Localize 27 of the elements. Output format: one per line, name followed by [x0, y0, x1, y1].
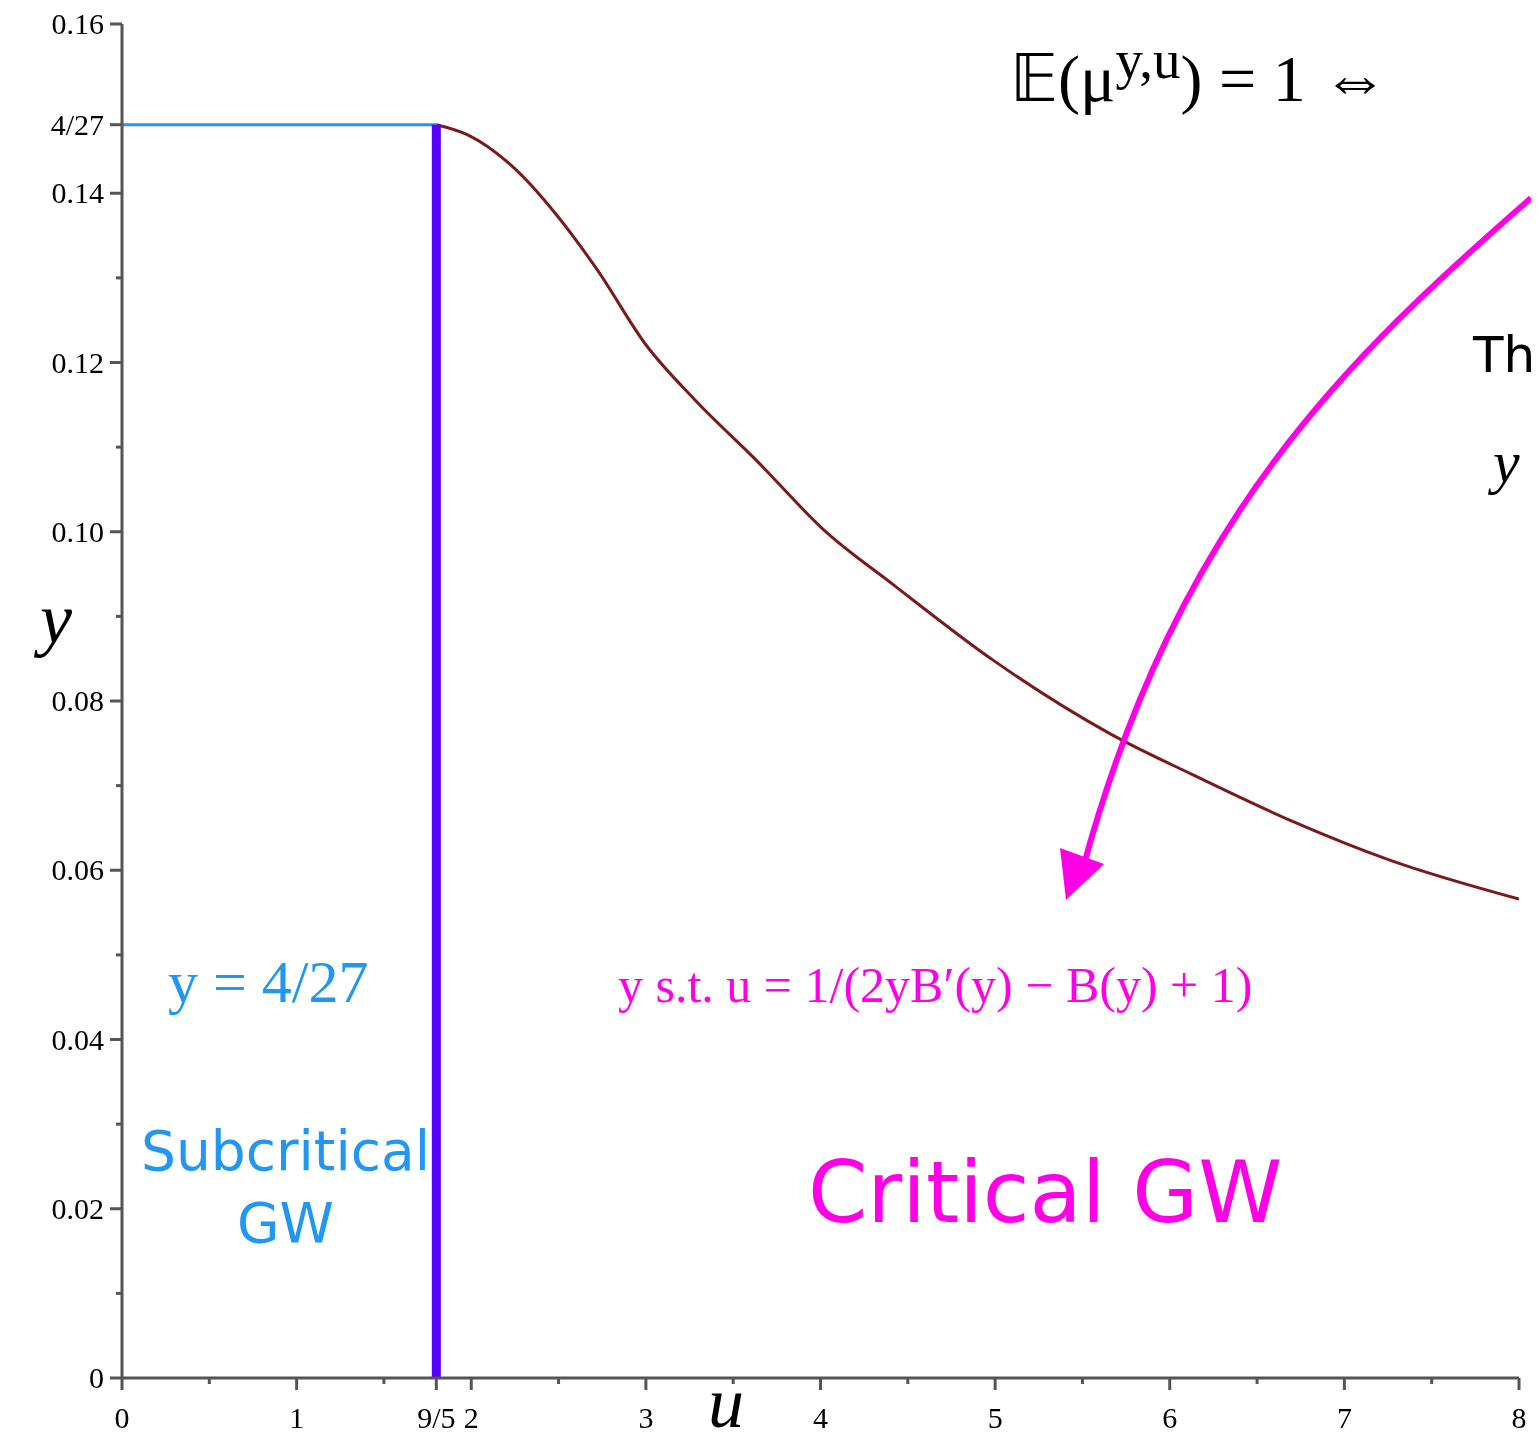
annotation: y = 4/27 [168, 948, 369, 1017]
annotation: Subcritical GW [140, 1118, 431, 1257]
annotation: Th [1473, 325, 1536, 386]
x-tick-label: 6 [1162, 1401, 1178, 1434]
y-tick-label: 0.06 [51, 853, 104, 887]
x-axis-title: u [708, 1363, 744, 1443]
y-tick-label: 4/27 [50, 107, 104, 141]
x-tick-label: 3 [638, 1401, 654, 1434]
annotation: Critical GW [808, 1142, 1283, 1244]
y-tick-label: 0.14 [51, 176, 104, 210]
y-tick-label: 0.04 [51, 1022, 104, 1056]
x-tick-label: 5 [987, 1401, 1003, 1434]
annotation: y s.t. u = 1/(2yB′(y) − B(y) + 1) [618, 956, 1253, 1015]
x-tick-label: 8 [1511, 1401, 1527, 1434]
x-tick-label: 0 [114, 1401, 130, 1434]
y-tick-label: 0.12 [51, 345, 104, 379]
y-tick-label: 0.02 [51, 1191, 104, 1225]
y-tick-label: 0 [89, 1361, 104, 1394]
x-tick-label: 4 [813, 1401, 828, 1434]
y-tick-label: 0.16 [51, 7, 104, 40]
chart-title: 𝔼(μ$^{y,u}$) = 1 ⇔ [1010, 28, 1389, 117]
y-tick-label: 0.08 [51, 684, 104, 717]
x-tick-label: 7 [1336, 1401, 1352, 1434]
x-tick-label: 1 [289, 1401, 305, 1434]
x-tick-label: 9/5 [417, 1401, 456, 1434]
x-tick-label: 2 [463, 1401, 479, 1434]
y-tick-label: 0.10 [51, 514, 104, 548]
